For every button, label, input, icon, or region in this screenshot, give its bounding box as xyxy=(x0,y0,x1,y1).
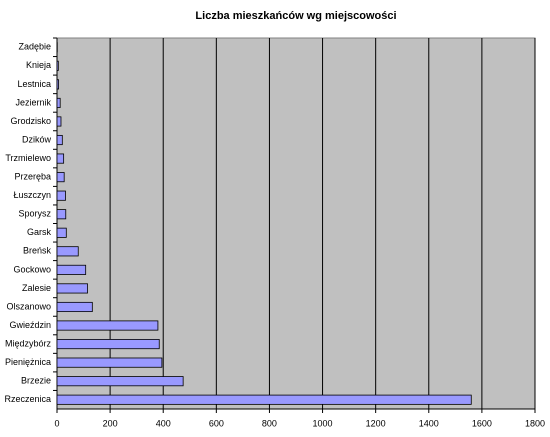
y-tick-label: Jeziernik xyxy=(15,97,51,107)
x-tick-label: 1000 xyxy=(313,418,333,428)
bar xyxy=(56,301,93,313)
bar xyxy=(56,172,65,183)
y-tick-label: Dzików xyxy=(22,134,52,144)
y-tick-label: Garsk xyxy=(27,227,52,237)
y-tick-label: Sporysz xyxy=(18,209,51,219)
x-tick-label: 800 xyxy=(262,418,277,428)
y-tick-label: Gwieździn xyxy=(9,320,51,330)
bar xyxy=(56,79,59,90)
x-tick-label: 200 xyxy=(103,418,118,428)
x-tick-label: 1400 xyxy=(419,418,439,428)
y-tick-label: Przeręba xyxy=(14,172,51,182)
bar xyxy=(56,190,66,201)
y-tick-label: Olszanowo xyxy=(6,301,51,311)
plot-area xyxy=(56,37,536,410)
x-tick-label: 1600 xyxy=(472,418,492,428)
y-tick-label: Trzmielewo xyxy=(5,153,51,163)
x-tick-label: 400 xyxy=(156,418,171,428)
x-tick-label: 600 xyxy=(209,418,224,428)
bar xyxy=(56,97,61,108)
bar xyxy=(56,209,67,220)
bar xyxy=(56,153,65,164)
y-tick-label: Pieniężnica xyxy=(5,357,51,367)
chart-title: Liczba mieszkańców wg miejscowości xyxy=(195,10,396,22)
y-tick-label: Rzeczenica xyxy=(4,394,51,404)
y-tick-label: Grodzisko xyxy=(10,116,51,126)
y-tick-label: Gockowo xyxy=(13,264,51,274)
y-tick-label: Lestnica xyxy=(17,79,51,89)
bar xyxy=(56,357,163,368)
bar xyxy=(56,394,472,405)
bar xyxy=(56,116,62,127)
bar xyxy=(56,246,79,257)
y-tick-label: Knieja xyxy=(26,60,51,70)
bar xyxy=(56,134,63,146)
bar xyxy=(56,283,88,294)
bar xyxy=(56,320,159,331)
y-tick-label: Międzybórz xyxy=(5,338,52,348)
bar xyxy=(56,376,184,387)
y-tick-label: Brzezie xyxy=(21,376,51,386)
y-tick-label: Zalesie xyxy=(22,283,51,293)
y-tick-label: Zadębie xyxy=(18,42,51,52)
x-tick-label: 1200 xyxy=(366,418,386,428)
bar xyxy=(56,264,87,275)
y-tick-label: Breńsk xyxy=(23,246,52,256)
y-tick-label: Łuszczyn xyxy=(13,190,51,200)
bar xyxy=(56,339,160,350)
bar xyxy=(56,227,67,238)
x-tick-label: 0 xyxy=(54,418,59,428)
bar xyxy=(56,60,59,71)
x-tick-label: 1800 xyxy=(525,418,545,428)
